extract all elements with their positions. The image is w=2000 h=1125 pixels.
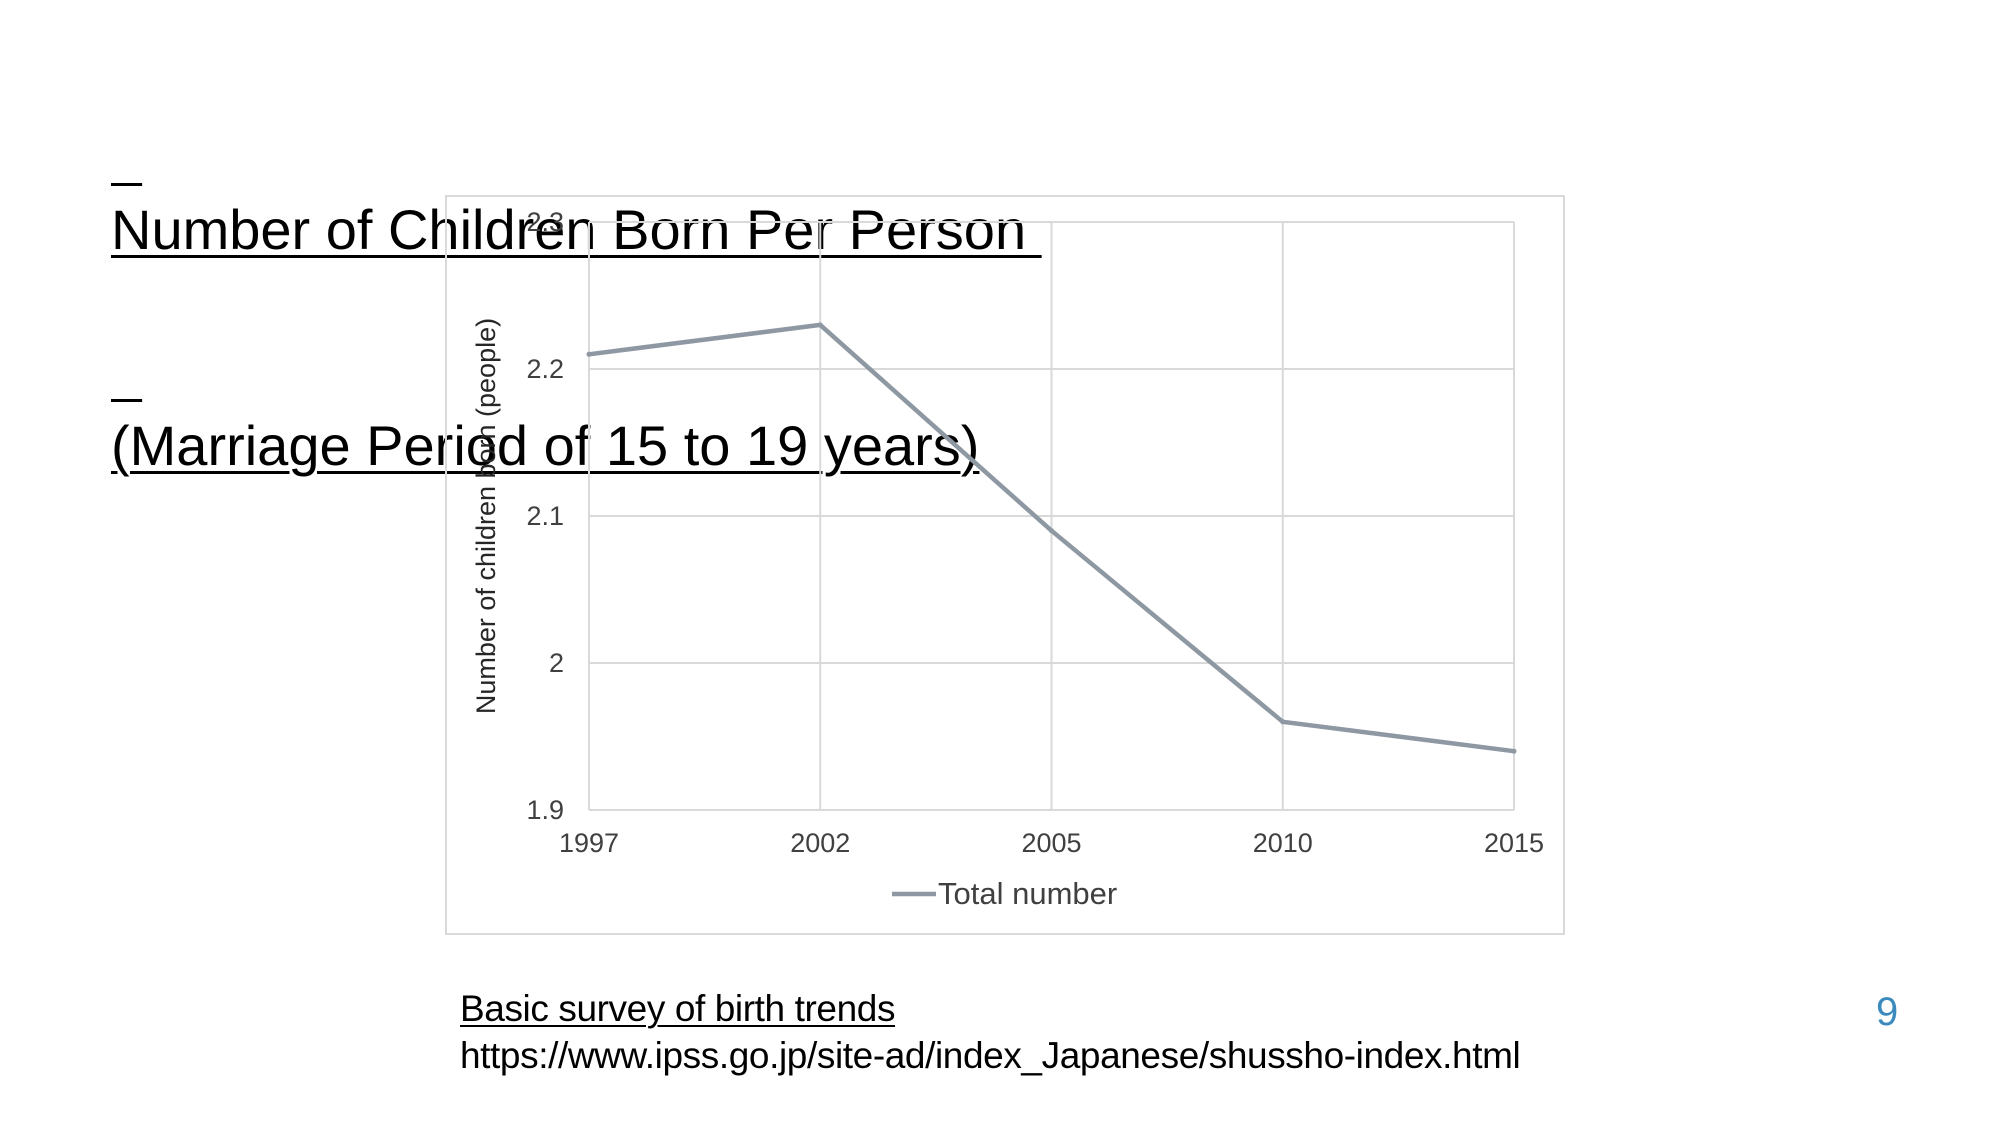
slide-title-line-1: Number of Children Born Per Person — [111, 198, 1042, 261]
y-tick-label: 2.2 — [526, 354, 564, 384]
y-tick-label: 2 — [549, 648, 564, 678]
x-tick-label: 2005 — [1021, 828, 1081, 858]
y-tick-label: 2.3 — [526, 207, 564, 237]
x-tick-label: 2010 — [1253, 828, 1313, 858]
y-axis-title: Number of children born (people) — [471, 318, 501, 714]
source-url[interactable]: https://www.ipss.go.jp/site-ad/index_Jap… — [460, 1035, 1521, 1076]
y-tick-label: 1.9 — [526, 795, 564, 825]
x-tick-label: 2015 — [1484, 828, 1544, 858]
slide-title: Number of Children Born Per Person (Marr… — [111, 50, 1042, 554]
slide-title-line-2: (Marriage Period of 15 to 19 years) — [111, 414, 980, 477]
data-point — [586, 351, 592, 357]
source-citation: Basic survey of birth trends https://www… — [460, 985, 1521, 1079]
y-tick-label: 2.1 — [526, 501, 564, 531]
x-tick-label: 1997 — [559, 828, 619, 858]
data-point — [1049, 528, 1054, 534]
data-point — [1280, 719, 1286, 725]
x-tick-label: 2002 — [790, 828, 850, 858]
chart-frame: 1.9 2 2.1 2.2 2.3 1997 2002 2005 2010 2015 Number … — [445, 195, 1565, 935]
data-point — [1511, 748, 1517, 754]
source-title[interactable]: Basic survey of birth trends — [460, 988, 896, 1029]
data-point — [817, 322, 823, 328]
legend-label: Total number — [938, 876, 1117, 911]
page-number: 9 — [1876, 990, 1899, 1034]
line-chart: 1.9 2 2.1 2.2 2.3 1997 2002 2005 2010 2015 Number … — [471, 207, 1544, 911]
